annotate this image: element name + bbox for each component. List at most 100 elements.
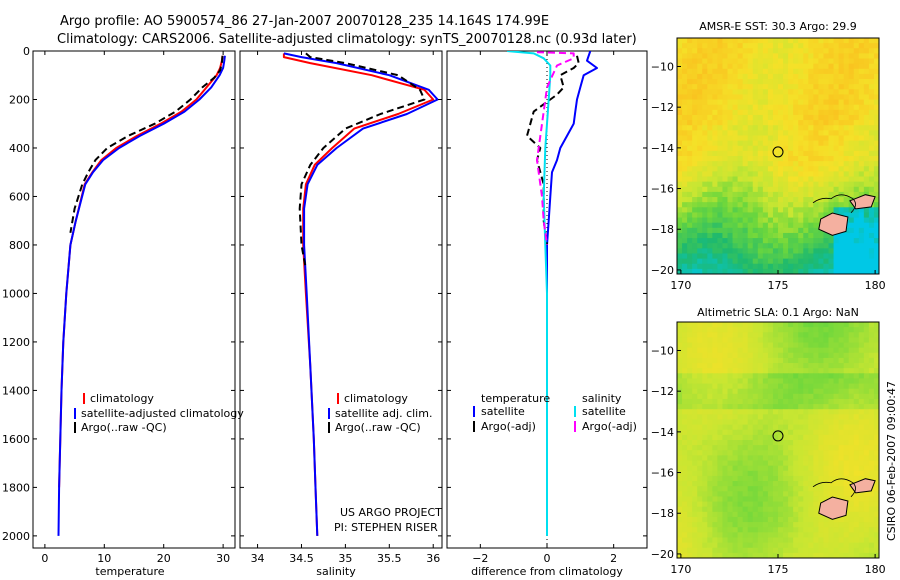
map-cell	[838, 455, 845, 462]
map-cell	[707, 212, 713, 219]
map-cell	[868, 491, 875, 498]
map-cell	[833, 342, 840, 349]
map-cell	[752, 38, 759, 44]
map-cell	[712, 429, 718, 436]
map-cell	[808, 191, 814, 198]
map-cell	[818, 383, 825, 390]
map-cell	[823, 166, 830, 172]
map-cell	[727, 197, 734, 203]
map-cell	[702, 263, 708, 270]
map-cell	[747, 140, 754, 147]
map-cell	[828, 63, 835, 70]
map-cell	[717, 527, 724, 533]
map-cell	[793, 368, 799, 374]
map-cell	[818, 130, 825, 137]
map-cell	[818, 470, 825, 477]
map-cell	[757, 73, 764, 80]
map-cell	[833, 58, 840, 65]
map-cell	[783, 496, 789, 503]
map-cell	[757, 337, 764, 344]
map-cell	[772, 253, 779, 260]
map-cell	[677, 363, 683, 369]
map-cell	[717, 171, 724, 178]
map-cell	[687, 378, 693, 385]
map-cell	[772, 527, 779, 533]
map-cell	[853, 63, 860, 70]
map-cell	[747, 197, 754, 203]
map-cell	[863, 48, 870, 54]
map-cell	[747, 63, 754, 70]
map-cell	[848, 212, 855, 219]
map-cell	[798, 140, 804, 147]
map-cell	[778, 186, 784, 193]
map-cell	[838, 368, 845, 374]
map-cell	[863, 511, 870, 518]
map-cell	[808, 445, 814, 451]
map-cell	[808, 140, 814, 147]
map-cell	[772, 337, 779, 344]
map-cell	[848, 419, 855, 426]
map-cell	[788, 332, 794, 338]
map-cell	[697, 527, 703, 533]
map-cell	[717, 429, 724, 436]
map-cell	[793, 404, 799, 410]
map-cell	[737, 68, 744, 75]
map-cell	[707, 171, 713, 178]
map-cell	[813, 414, 819, 421]
map-cell	[833, 99, 840, 106]
map-cell	[818, 378, 825, 385]
map-cell	[868, 429, 875, 436]
map-cell	[788, 434, 794, 441]
map-cell	[732, 120, 739, 126]
map-cell	[747, 222, 754, 229]
map-cell	[853, 79, 860, 85]
map-cell	[742, 197, 749, 203]
map-cell	[697, 552, 703, 558]
map-cell	[853, 378, 860, 385]
map-cell	[808, 73, 814, 80]
map-cell	[788, 217, 794, 224]
map-cell	[853, 130, 860, 137]
map-cell	[858, 38, 865, 44]
map-cell	[793, 450, 799, 456]
map-cell	[778, 84, 784, 90]
map-cell	[702, 253, 708, 260]
map-cell	[752, 475, 759, 482]
map-cell	[863, 84, 870, 90]
map-cell	[772, 511, 779, 518]
map-cell	[843, 197, 850, 203]
map-cell	[747, 322, 754, 328]
map-cell	[757, 58, 764, 65]
map-cell	[722, 68, 729, 75]
map-cell	[848, 322, 855, 328]
map-cell	[873, 424, 879, 431]
salinity-plot-area	[282, 52, 439, 536]
map-cell	[757, 258, 764, 265]
figure-title-line2: Climatology: CARS2006. Satellite-adjuste…	[57, 32, 637, 47]
map-cell	[687, 419, 693, 426]
map-cell	[722, 161, 729, 167]
map-cell	[742, 445, 749, 451]
map-cell	[767, 253, 774, 260]
map-cell	[687, 486, 693, 492]
map-cell	[818, 114, 825, 121]
map-cell	[853, 332, 860, 338]
map-cell	[762, 156, 769, 162]
map-cell	[818, 481, 825, 487]
map-cell	[823, 181, 830, 188]
map-cell	[737, 130, 744, 137]
map-cell	[778, 243, 784, 249]
map-cell	[858, 445, 865, 451]
map-cell	[702, 378, 708, 385]
map-cell	[677, 38, 683, 44]
map-cell	[697, 404, 703, 410]
map-cell	[737, 217, 744, 224]
map-cell	[747, 232, 754, 239]
map-cell	[702, 109, 708, 116]
map-cell	[737, 156, 744, 162]
map-cell	[873, 197, 879, 203]
map-cell	[778, 232, 784, 239]
map-cell	[798, 347, 804, 354]
map-cell	[813, 419, 819, 426]
map-cell	[687, 232, 693, 239]
